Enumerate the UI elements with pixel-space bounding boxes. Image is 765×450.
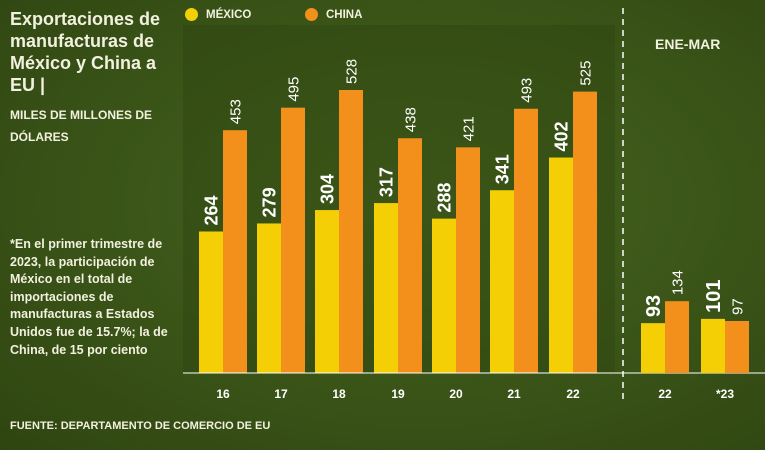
annual-label-china-21: 493 [518, 78, 535, 103]
legend-label-mexico: MÉXICO [206, 8, 252, 21]
quarter-label-china-22: 134 [669, 270, 686, 295]
annual-bar-china-19 [398, 138, 422, 373]
annual-tick-19: 19 [391, 387, 405, 401]
annual-bar-china-22 [573, 91, 597, 373]
annual-tick-16: 16 [216, 387, 230, 401]
annual-tick-22: 22 [566, 387, 580, 401]
annual-bar-mexico-20 [432, 218, 456, 373]
annual-bar-mexico-18 [315, 210, 339, 373]
annual-bar-mexico-19 [374, 203, 398, 373]
legend-swatch-mexico [185, 8, 198, 21]
quarter-label-mexico-22: 93 [643, 295, 665, 317]
legend-item-china: CHINA [305, 8, 362, 21]
annual-label-china-22: 525 [577, 61, 594, 86]
legend-item-mexico: MÉXICO [185, 8, 251, 21]
chart-subtitle: MILES DE MILLONES DE DÓLARES [10, 108, 153, 144]
annual-bar-china-17 [281, 107, 305, 374]
annual-label-mexico-18: 304 [317, 174, 337, 204]
annual-label-mexico-21: 341 [492, 154, 512, 184]
quarter-bar-mexico-22 [641, 323, 665, 373]
annual-bar-china-16 [223, 130, 247, 373]
legend-swatch-china [305, 8, 318, 21]
annual-label-china-17: 495 [285, 77, 302, 102]
legend-label-china: CHINA [326, 8, 363, 21]
quarter-bar-mexico-p23 [701, 318, 725, 373]
annual-label-mexico-17: 279 [259, 187, 279, 217]
annual-tick-21: 21 [507, 387, 521, 401]
quarter-tick-22: 22 [658, 387, 672, 401]
annual-bar-mexico-22 [549, 157, 573, 373]
annual-label-mexico-20: 288 [434, 183, 454, 213]
annual-bar-china-18 [339, 89, 363, 373]
annual-bar-mexico-16 [199, 231, 223, 373]
chart-note: *En el primer trimestre de 2023, la part… [10, 237, 168, 357]
annual-label-china-20: 421 [460, 116, 477, 141]
annual-tick-17: 17 [274, 387, 288, 401]
annual-label-mexico-19: 317 [376, 167, 396, 197]
annual-label-china-19: 438 [402, 107, 419, 132]
annual-label-china-16: 453 [227, 99, 244, 124]
annual-label-mexico-22: 402 [551, 121, 571, 151]
quarter-bar-china-p23 [725, 321, 749, 373]
quarter-label-mexico-p23: 101 [703, 279, 725, 312]
chart-title: Exportaciones de manufacturas de México … [10, 9, 161, 95]
quarter-label-china-p23: 97 [729, 298, 746, 315]
annual-bar-mexico-17 [257, 223, 281, 373]
annual-label-mexico-16: 264 [201, 195, 221, 225]
annual-tick-20: 20 [449, 387, 463, 401]
chart-source: FUENTE: DEPARTAMENTO DE COMERCIO DE EU [10, 420, 271, 432]
annual-tick-18: 18 [332, 387, 346, 401]
annual-bar-china-20 [456, 147, 480, 373]
quarter-tick-p23: *23 [716, 387, 734, 401]
quarter-bar-china-22 [665, 301, 689, 373]
annual-label-china-18: 528 [343, 59, 360, 84]
period-label: ENE-MAR [655, 36, 721, 52]
annual-bar-china-21 [514, 108, 538, 373]
annual-bar-mexico-21 [490, 190, 514, 373]
